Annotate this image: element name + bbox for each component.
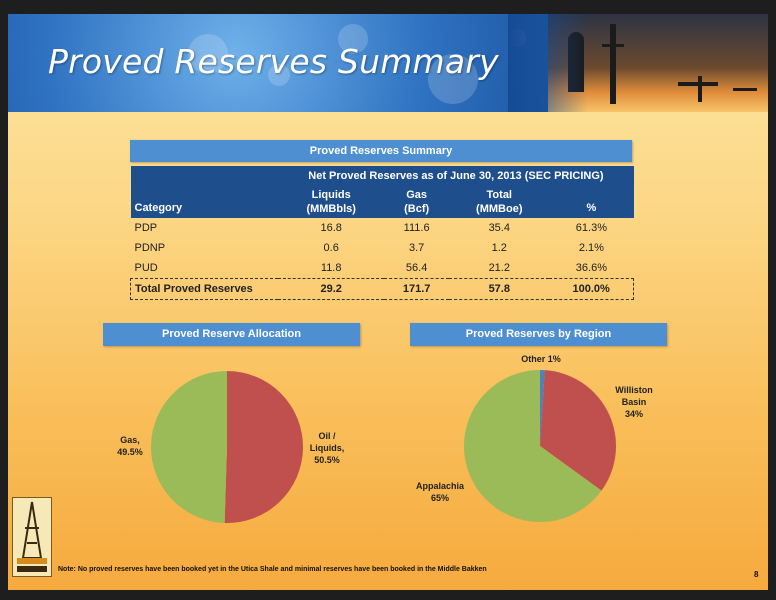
- page-number: 8: [754, 570, 759, 579]
- cell-pct: 36.6%: [575, 262, 607, 274]
- cell-pct: 100.0%: [549, 278, 635, 300]
- pie-slice-gas: [151, 371, 227, 523]
- company-logo: [12, 497, 52, 577]
- total-row: Total Proved Reserves 29.2 171.7 57.8 10…: [130, 278, 635, 300]
- cell-gas: 3.7: [408, 242, 425, 254]
- table-title: Proved Reserves Summary: [309, 145, 453, 157]
- cell-total: 1.2: [491, 242, 507, 254]
- cell-category: PDP: [134, 222, 158, 234]
- allocation-chart-title: Proved Reserve Allocation: [162, 328, 301, 340]
- cell-liquids: 0.6: [323, 242, 339, 254]
- footnote: Note: No proved reserves have been booke…: [58, 566, 487, 573]
- allocation-pie-chart: [151, 371, 304, 523]
- region-chart-title: Proved Reserves by Region: [465, 328, 612, 340]
- pie-label-williston: Williston Basin 34%: [615, 385, 653, 419]
- cell-gas: 111.6: [403, 222, 430, 234]
- cell-total: 57.8: [449, 278, 550, 300]
- table-row: PUD 11.8 56.4 21.2 36.6%: [131, 258, 634, 279]
- page-title: Proved Reserves Summary: [48, 42, 499, 81]
- cell-total: 35.4: [488, 222, 510, 234]
- cell-liquids: 29.2: [278, 278, 384, 300]
- col-header-category: Category: [130, 186, 279, 218]
- pie-slice-oil: [224, 371, 304, 523]
- allocation-chart-title-bar: Proved Reserve Allocation: [103, 323, 360, 346]
- pie-label-other: Other 1%: [521, 354, 561, 364]
- table-title-bar: Proved Reserves Summary: [130, 140, 632, 162]
- cell-total: 21.2: [488, 262, 510, 274]
- region-chart-title-bar: Proved Reserves by Region: [410, 323, 667, 346]
- cell-gas: 171.7: [384, 278, 450, 300]
- pie-slice-other: [540, 370, 545, 446]
- pie-label-gas: Gas, 49.5%: [117, 435, 143, 457]
- cell-category: Total Proved Reserves: [130, 278, 279, 300]
- col-header-gas: Gas (Bcf): [384, 186, 450, 218]
- cell-category: PDNP: [134, 242, 166, 254]
- group-header: Net Proved Reserves as of June 30, 2013 …: [278, 166, 634, 186]
- cell-gas: 56.4: [405, 262, 428, 274]
- table-row: PDNP 0.6 3.7 1.2 2.1%: [131, 238, 634, 258]
- cell-pct: 2.1%: [578, 242, 604, 254]
- region-pie-chart: [464, 370, 616, 522]
- cell-category: PUD: [134, 262, 158, 274]
- reserves-table: Net Proved Reserves as of June 30, 2013 …: [130, 166, 635, 300]
- header-banner: [8, 14, 768, 112]
- cell-liquids: 16.8: [320, 222, 342, 234]
- col-header-total: Total (MMBoe): [449, 186, 550, 218]
- pie-label-oil: Oil / Liquids, 50.5%: [309, 431, 345, 465]
- col-header-pct: %: [549, 186, 634, 218]
- pie-slice-appalachia: [464, 370, 602, 522]
- cell-pct: 61.3%: [575, 222, 607, 234]
- pie-slice-williston: [540, 370, 616, 491]
- cell-liquids: 11.8: [320, 262, 342, 274]
- pie-label-appalachia: Appalachia 65%: [415, 481, 464, 503]
- col-header-liquids: Liquids (MMBbls): [278, 186, 384, 218]
- table-row: PDP 16.8 111.6 35.4 61.3%: [131, 218, 634, 238]
